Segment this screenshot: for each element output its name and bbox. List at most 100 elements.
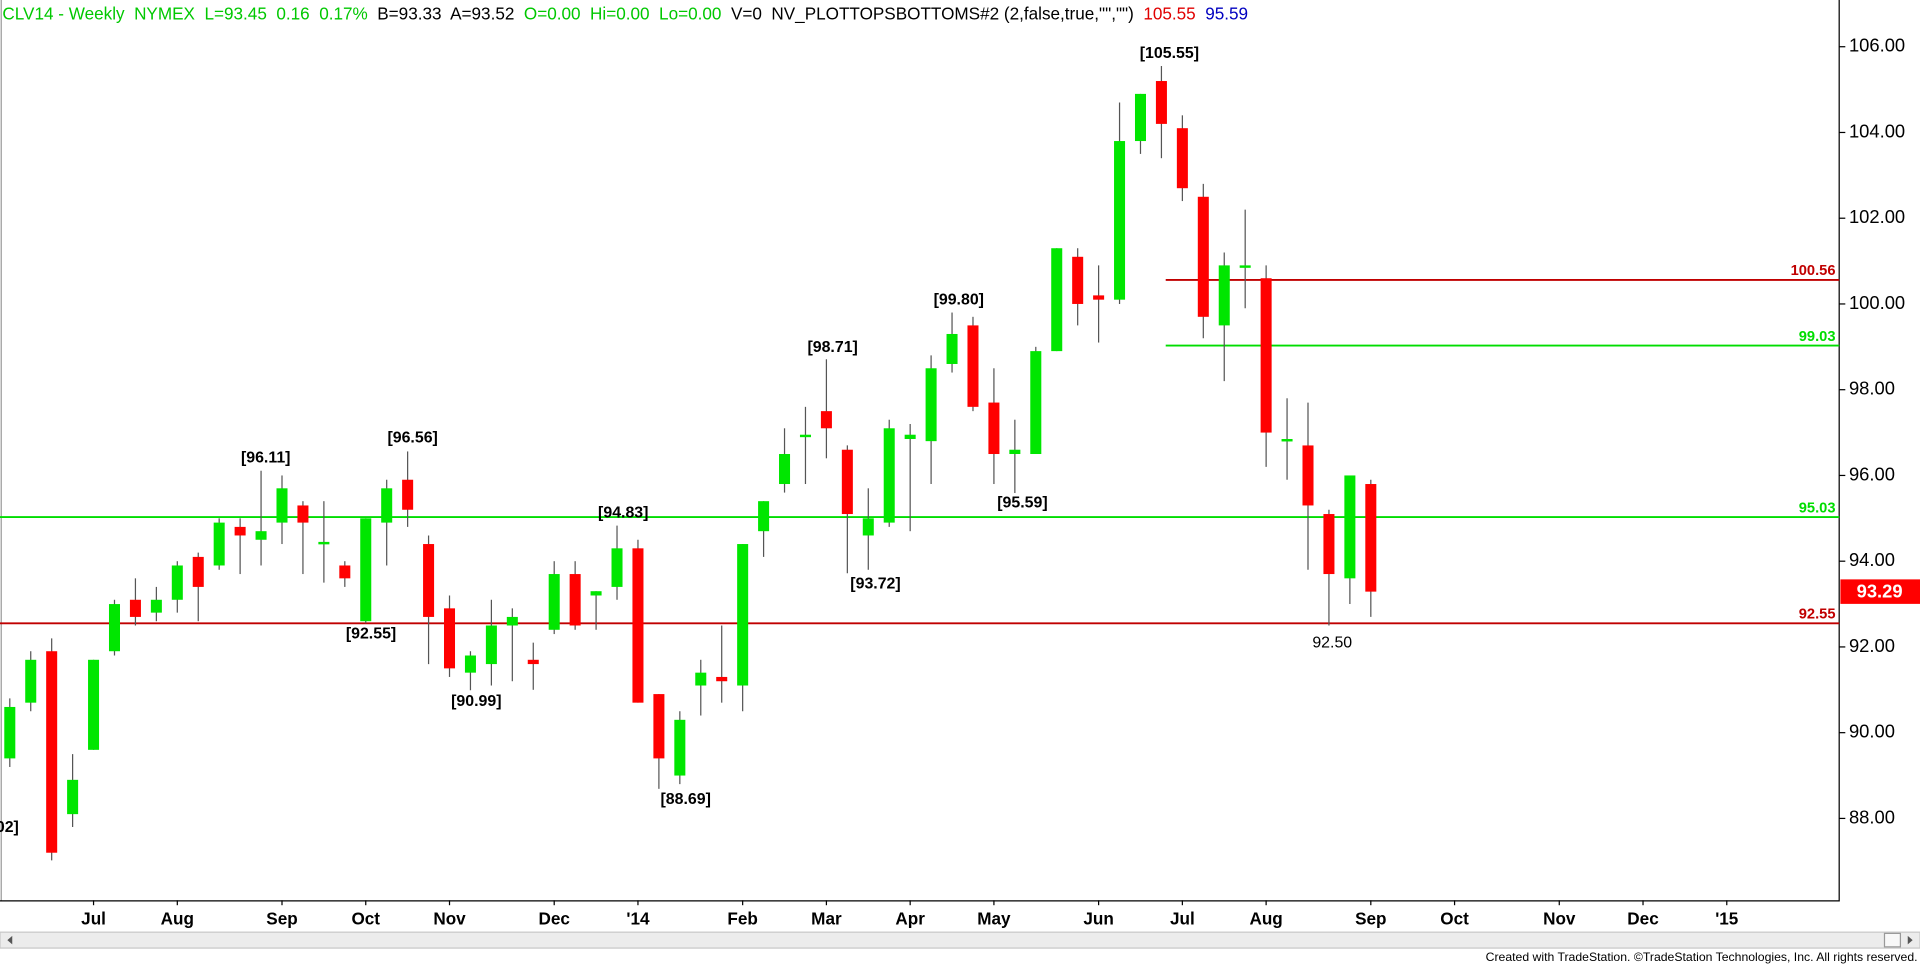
x-tick-label: Mar [811,908,842,928]
x-tick-label: Sep [266,908,297,928]
candle-body [799,434,811,438]
candle-body [213,522,225,566]
candle-body [1072,256,1084,304]
x-tick-label: Dec [538,908,570,928]
x-tick-label: Dec [1627,908,1659,928]
footer: Created with TradeStation. ©TradeStation… [1486,950,1918,964]
last-price-label: 93.29 [1857,581,1903,602]
candle-body [758,501,770,532]
candle-body [737,544,749,686]
pivot-label: [88.69] [661,791,711,808]
y-tick-label: 96.00 [1849,463,1895,484]
pivot-label: [95.59] [997,495,1047,512]
pivot-label: [93.72] [850,575,900,592]
candle-body [841,449,853,515]
x-tick-label: Jul [1170,908,1195,928]
candle-body [716,676,728,682]
pivot-label: [98.71] [807,339,857,356]
candle-body [1114,141,1126,300]
x-tick-label: '14 [626,908,650,928]
candle-body [485,625,497,665]
x-tick-label: Jul [81,908,106,928]
candle-body [1134,93,1146,142]
candle-body [444,608,456,669]
pivot-label: [94.83] [598,504,648,521]
candle-body [1281,439,1293,442]
y-tick-label: 100.00 [1849,292,1905,313]
y-tick-label: 98.00 [1849,378,1895,399]
candle-body [1155,81,1167,124]
candle-body [1030,351,1042,455]
candle-body [1093,295,1105,300]
candle-body [46,651,58,853]
candle-body [988,402,1000,455]
candle-body [360,518,372,622]
candle-body [1302,445,1314,506]
x-tick-label: Aug [161,908,194,928]
scroll-track[interactable] [0,931,1920,949]
candle-body [1051,248,1063,352]
candle-body [4,706,16,759]
x-tick-label: Oct [351,908,380,928]
candle-body [1260,278,1272,433]
candle-body [150,599,162,613]
candle-body [1239,265,1251,268]
candle-body [171,565,183,600]
level-label: 92.55 [1799,607,1836,623]
y-tick-label: 92.00 [1849,635,1895,656]
candle-body [862,518,874,536]
candle-body [1176,128,1188,189]
candle-body [108,604,120,652]
candle-body [548,574,560,630]
candle-body [67,779,79,815]
x-tick-label: Feb [727,908,757,928]
level-label: 95.03 [1799,500,1836,516]
pivot-label: [96.56] [387,430,437,447]
candle-body [339,565,351,579]
pivot-label: [96.11] [241,449,291,466]
candle-body [192,556,204,587]
x-tick-label: Sep [1355,908,1386,928]
y-tick-label: 106.00 [1849,35,1905,56]
candle-body [1344,475,1356,579]
candle-body [653,694,665,759]
pivot-label: [105.55] [1140,45,1199,62]
x-tick-label: Nov [433,908,466,928]
candle-body [297,505,309,523]
candle-body [820,411,832,429]
x-tick-label: '15 [1715,908,1739,928]
candle-body [611,548,623,587]
scroll-right-arrow[interactable] [1907,935,1913,945]
candle-body [464,655,476,673]
candle-body [779,454,791,485]
candle-body [1009,449,1021,455]
x-tick-label: Nov [1543,908,1576,928]
scroll-thumb[interactable] [1883,932,1902,948]
level-label: 100.56 [1791,263,1836,279]
candle-body [255,531,267,540]
candle-body [318,541,330,545]
header-segment: 95.59 [1205,3,1248,23]
scrollbar[interactable] [0,931,1920,949]
scroll-left-arrow[interactable] [7,935,13,945]
candle-body [1365,484,1377,592]
header-segment: 105.55 [1143,3,1205,23]
candle-body [695,672,707,686]
y-tick-label: 94.00 [1849,549,1895,570]
header-segment: V=0 NV_PLOTTOPSBOTTOMS#2 (2,false,true,"… [731,3,1143,23]
candle-body [381,488,393,523]
candle-body [1218,265,1230,326]
candle-body [402,479,414,510]
header-segment: CLV14 - Weekly NYMEX L=93.45 0.16 0.17% [2,3,377,23]
pivot-label: 92.50 [1312,634,1352,651]
x-tick-label: May [977,908,1011,928]
candle-body [129,599,141,617]
candle-body [904,434,916,440]
candle-body [883,428,895,523]
last-price-box [1840,579,1920,604]
x-tick-label: Jun [1083,908,1113,928]
candle-body [1323,514,1335,575]
